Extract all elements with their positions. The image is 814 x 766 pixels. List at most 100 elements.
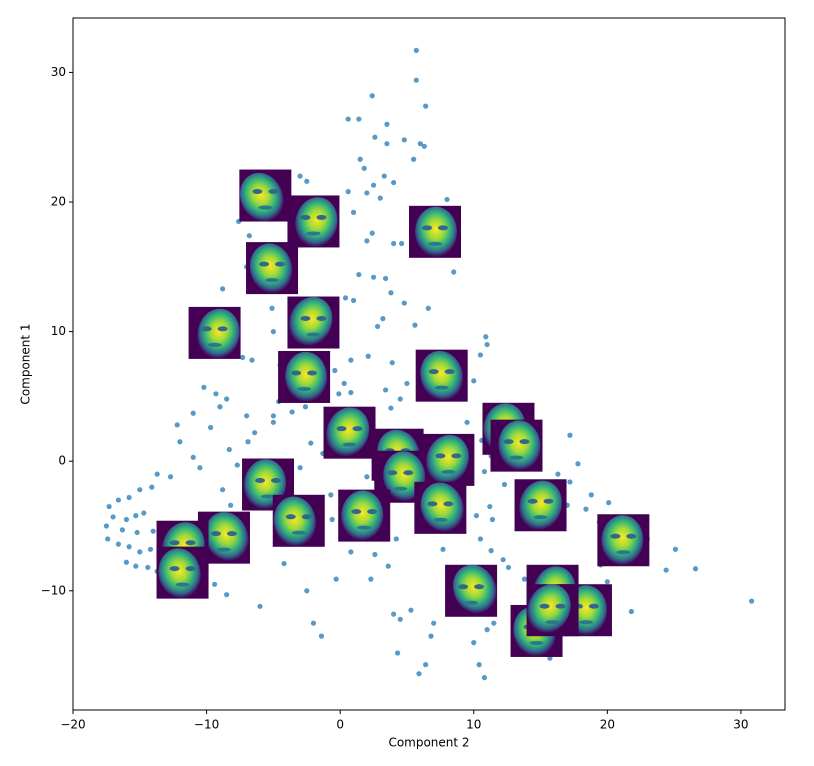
point: [150, 528, 156, 534]
point: [249, 357, 255, 363]
eye: [387, 470, 398, 476]
face-thumbnail: [239, 169, 292, 222]
point: [370, 182, 377, 188]
point: [473, 513, 480, 519]
point: [401, 300, 407, 306]
point: [692, 566, 699, 572]
mouth: [529, 640, 544, 645]
x-tick-label: −10: [194, 718, 219, 732]
point: [348, 357, 354, 363]
point: [384, 121, 390, 127]
point: [672, 546, 679, 552]
mouth: [216, 547, 231, 552]
point: [491, 620, 497, 626]
point: [488, 548, 494, 554]
y-tick-label: 20: [51, 195, 66, 209]
point: [361, 165, 367, 171]
x-tick-label: −20: [60, 718, 85, 732]
mouth: [261, 494, 276, 499]
point: [270, 329, 276, 335]
point: [423, 103, 429, 109]
eye: [201, 326, 212, 332]
point: [126, 544, 132, 550]
mouth: [306, 231, 321, 236]
point: [350, 297, 357, 304]
face: [519, 480, 562, 530]
face: [341, 490, 384, 541]
mouth: [342, 442, 357, 447]
point: [471, 378, 477, 384]
point: [411, 156, 417, 162]
point: [604, 579, 610, 585]
face: [498, 420, 541, 471]
eye: [316, 316, 327, 322]
point: [471, 640, 477, 646]
face: [289, 296, 333, 346]
face-thumbnail: [526, 584, 579, 637]
eye: [255, 478, 266, 484]
face-thumbnail: [409, 205, 462, 258]
eye: [291, 370, 302, 376]
point: [391, 179, 397, 186]
point: [484, 627, 490, 633]
point: [115, 497, 122, 503]
point: [123, 516, 130, 523]
point: [555, 471, 561, 477]
point: [332, 367, 338, 374]
eye: [451, 453, 462, 459]
point: [388, 290, 394, 296]
point: [318, 633, 325, 639]
point: [588, 492, 594, 498]
point: [431, 620, 437, 626]
mouth: [175, 582, 190, 587]
point: [211, 581, 218, 587]
point: [370, 274, 377, 280]
eye: [316, 214, 327, 220]
point: [213, 391, 219, 397]
point: [487, 503, 493, 510]
face: [205, 512, 249, 562]
face: [420, 482, 464, 532]
eye: [474, 584, 485, 590]
eye: [169, 540, 180, 546]
eye: [252, 189, 263, 195]
point: [382, 275, 389, 282]
face: [249, 243, 293, 294]
point: [389, 360, 395, 366]
point: [336, 391, 342, 397]
point: [417, 141, 423, 147]
eye: [300, 214, 311, 220]
eye: [367, 509, 378, 515]
point: [342, 295, 349, 301]
face: [527, 584, 571, 633]
point: [220, 286, 226, 292]
eye: [435, 453, 446, 459]
point: [369, 230, 375, 236]
point: [501, 481, 508, 488]
face: [197, 308, 240, 359]
mouth: [265, 278, 280, 283]
face: [158, 548, 201, 599]
eye: [458, 584, 469, 590]
point: [372, 134, 378, 140]
point: [489, 516, 496, 523]
point: [345, 116, 351, 122]
mouth: [464, 600, 479, 605]
point: [663, 567, 669, 573]
y-tick-label: 30: [51, 65, 66, 79]
point: [382, 387, 389, 393]
point: [408, 607, 414, 613]
point: [393, 536, 399, 542]
eye: [259, 261, 270, 267]
eye: [543, 498, 554, 504]
point: [123, 559, 130, 565]
eye: [438, 225, 449, 231]
x-tick-label: 0: [336, 718, 344, 732]
point: [364, 190, 370, 196]
eye: [268, 189, 279, 195]
point: [440, 546, 446, 552]
mouth: [207, 342, 222, 347]
point: [364, 238, 370, 244]
point: [369, 93, 375, 99]
point: [220, 487, 226, 493]
